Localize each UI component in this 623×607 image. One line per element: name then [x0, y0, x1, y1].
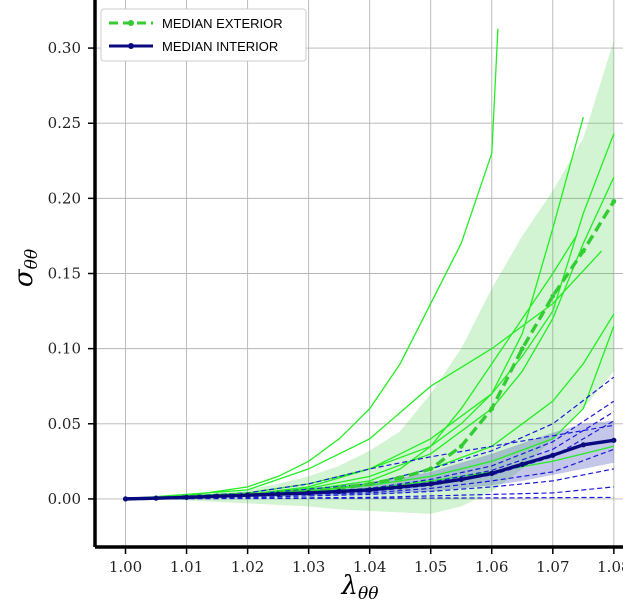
y-tick-label: 0.30 — [48, 39, 81, 57]
median-interior-point — [611, 437, 617, 443]
median-interior-point — [550, 452, 556, 458]
median-exterior-point — [550, 293, 556, 299]
median-interior-point — [122, 496, 129, 502]
median-exterior-point — [367, 481, 373, 487]
x-tick-label: 1.06 — [475, 558, 508, 576]
median-interior-point — [245, 492, 251, 498]
y-tick-label: 0.25 — [48, 114, 81, 132]
x-tick-label: 1.02 — [231, 558, 264, 576]
median-interior-point — [428, 481, 434, 487]
median-interior-point — [580, 442, 586, 448]
median-exterior-point — [458, 443, 464, 449]
median-interior-point — [153, 495, 159, 501]
y-tick-label: 0.10 — [48, 340, 81, 358]
median-exterior-point — [397, 475, 403, 481]
median-interior-point — [489, 470, 495, 476]
median-interior-point — [183, 494, 190, 501]
median-interior-point — [214, 493, 220, 499]
legend: MEDIAN EXTERIOR MEDIAN INTERIOR — [100, 8, 307, 62]
x-tick-label: 1.05 — [414, 558, 447, 576]
x-tick-label: 1.03 — [292, 558, 325, 576]
y-tick-label: 0.00 — [48, 490, 81, 508]
median-interior-point — [336, 488, 342, 494]
median-exterior-point — [519, 346, 525, 352]
median-layer — [122, 198, 617, 502]
y-tick-label: 0.20 — [48, 189, 81, 207]
x-tick-label: 1.00 — [109, 558, 142, 576]
x-tick-label: 1.08 — [597, 558, 623, 576]
median-interior-point — [367, 487, 373, 493]
legend-interior-marker — [128, 43, 134, 49]
y-tick-label: 0.15 — [48, 265, 81, 283]
interior-sample-line — [125, 424, 614, 500]
legend-exterior-label: MEDIAN EXTERIOR — [162, 16, 283, 31]
tick-labels: 1.00 1.01 1.02 1.03 1.04 1.05 1.06 1.07 1.08 0.00… — [48, 39, 623, 576]
x-tick-label: 1.04 — [353, 558, 386, 576]
exterior-band — [125, 40, 614, 514]
exterior-sample-line — [125, 28, 499, 500]
interior-sample-line — [125, 496, 614, 500]
interior-band — [125, 420, 614, 499]
median-interior-point — [519, 461, 525, 467]
axes — [88, 0, 623, 554]
median-interior-point — [458, 476, 464, 482]
grid — [95, 0, 623, 547]
median-interior-point — [397, 484, 403, 490]
x-tick-label: 1.01 — [170, 558, 203, 576]
median-exterior-point — [489, 406, 495, 412]
band-layer — [125, 40, 614, 514]
y-axis-label: σθθ — [9, 249, 42, 287]
y-tick-label: 0.05 — [48, 415, 81, 433]
median-interior-point — [275, 491, 281, 497]
median-interior-point — [306, 490, 312, 496]
x-tick-label: 1.07 — [536, 558, 569, 576]
median-exterior-point — [611, 198, 617, 204]
median-exterior-point — [428, 466, 434, 472]
median-exterior-point — [580, 248, 586, 254]
legend-interior-label: MEDIAN INTERIOR — [162, 39, 278, 54]
legend-exterior-marker — [128, 20, 134, 26]
